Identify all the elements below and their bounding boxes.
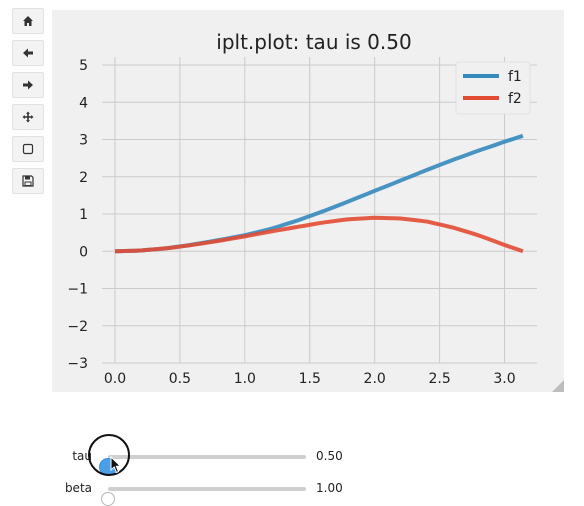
y-tick-label: −2 <box>67 319 88 335</box>
x-tick-label: 0.0 <box>104 371 126 387</box>
slider-beta: beta 1.00 <box>0 477 584 506</box>
slider-beta-label: beta <box>64 481 92 495</box>
home-button[interactable] <box>12 8 44 34</box>
slider-tau-value: 0.50 <box>316 449 343 463</box>
slider-beta-value: 1.00 <box>316 481 343 495</box>
y-tick-label: −1 <box>67 282 88 298</box>
slider-tau-track[interactable] <box>99 455 306 476</box>
slider-beta-track[interactable] <box>101 487 306 506</box>
y-tick-labels: −3 −2 −1 0 1 2 3 4 5 <box>67 58 88 372</box>
chart: 0.0 0.5 1.0 1.5 2.0 2.5 3.0 −3 −2 −1 0 1 2 3 4 5 iplt.… <box>67 30 537 387</box>
save-button[interactable] <box>12 168 44 194</box>
figure-canvas[interactable]: 0.0 0.5 1.0 1.5 2.0 2.5 3.0 −3 −2 −1 0 1 2 3 4 5 iplt.… <box>52 10 564 392</box>
pan-move-icon <box>22 111 34 123</box>
y-tick-label: 2 <box>79 170 88 186</box>
save-disk-icon <box>22 175 34 187</box>
x-tick-label: 1.5 <box>299 371 321 387</box>
x-tick-label: 2.5 <box>428 371 450 387</box>
back-button[interactable] <box>12 40 44 66</box>
y-tick-label: 1 <box>79 207 88 223</box>
x-tick-labels: 0.0 0.5 1.0 1.5 2.0 2.5 3.0 <box>104 371 516 387</box>
x-tick-label: 2.0 <box>364 371 386 387</box>
widget-panel: tau 0.50 beta 1.00 <box>0 430 584 506</box>
forward-button[interactable] <box>12 72 44 98</box>
slider-tau-label: tau <box>72 449 92 463</box>
zoom-button[interactable] <box>12 136 44 162</box>
pan-button[interactable] <box>12 104 44 130</box>
chart-title: iplt.plot: tau is 0.50 <box>216 30 411 54</box>
legend-label-f2: f2 <box>508 91 522 107</box>
legend: f1 f2 <box>455 61 531 115</box>
x-tick-label: 3.0 <box>493 371 515 387</box>
y-tick-label: 3 <box>79 133 88 149</box>
slider-beta-handle[interactable] <box>101 492 115 506</box>
series-lines <box>114 133 524 254</box>
y-tick-label: −3 <box>67 356 88 372</box>
x-tick-label: 1.0 <box>234 371 256 387</box>
back-arrow-icon <box>23 48 33 58</box>
resize-handle-icon[interactable] <box>552 380 564 392</box>
y-tick-label: 4 <box>79 95 88 111</box>
mouse-pointer-icon <box>110 456 122 474</box>
forward-arrow-icon <box>23 80 33 90</box>
y-tick-label: 5 <box>79 58 88 74</box>
y-tick-label: 0 <box>79 244 88 260</box>
series-line-f1 <box>114 133 524 254</box>
x-tick-label: 0.5 <box>169 371 191 387</box>
series-line-f2 <box>114 215 524 254</box>
grid-lines <box>102 57 537 364</box>
legend-label-f1: f1 <box>508 69 522 85</box>
slider-tau: tau 0.50 <box>0 445 584 476</box>
figure-toolbar <box>12 8 46 200</box>
home-icon <box>23 16 33 26</box>
zoom-rect-icon <box>22 143 34 155</box>
